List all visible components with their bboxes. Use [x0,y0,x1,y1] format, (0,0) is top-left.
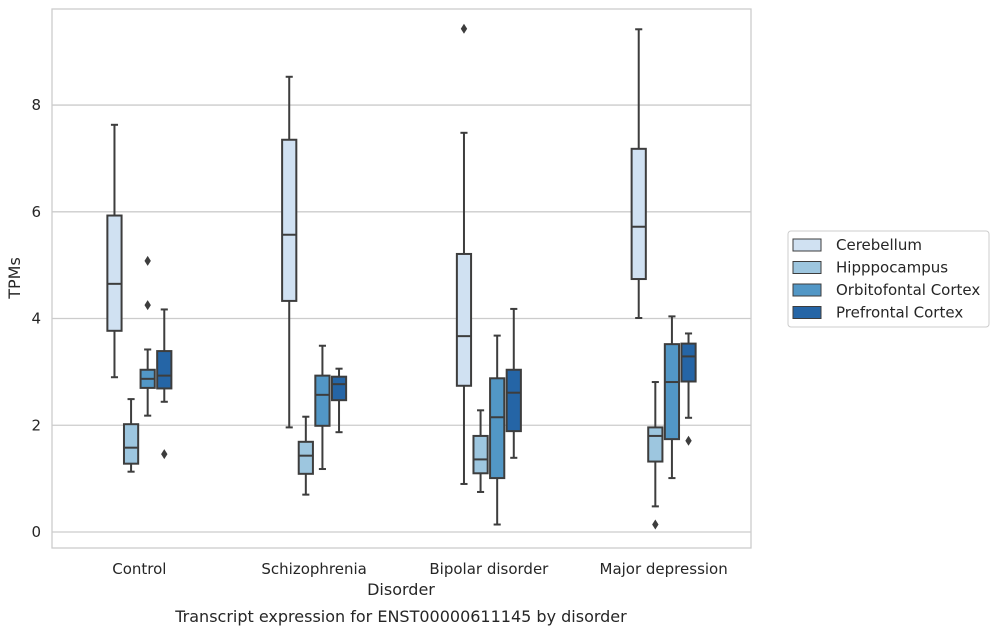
box-prefrontal-cortex [156,308,173,460]
box-body [455,252,473,387]
box-body [330,375,348,402]
box-prefrontal-cortex [680,332,697,446]
outlier-point [144,300,151,311]
x-tick-label: Schizophrenia [261,560,366,578]
box-body [314,374,331,427]
x-axis-label: Disorder [367,580,435,599]
box-prefrontal-cortex [330,367,348,434]
legend-label: Prefrontal Cortex [836,304,963,322]
outlier-point [144,255,151,266]
box-body [106,214,123,332]
box-body [156,350,173,390]
box-hipppocampus [472,409,489,493]
box-body [472,434,489,475]
box-cerebellum [106,123,123,379]
box-hipppocampus [122,398,140,473]
box-prefrontal-cortex [505,307,522,459]
outlier-point [652,519,659,530]
y-tick-label: 2 [31,416,41,434]
chart-caption: Transcript expression for ENST0000061114… [174,607,627,626]
box-hipppocampus [297,415,314,496]
box-hipppocampus [647,381,664,530]
box-body [647,426,664,463]
legend-swatch [792,261,822,274]
x-tick-label: Control [112,560,166,578]
outlier-point [161,449,168,460]
box-cerebellum [455,23,473,485]
legend-frame [787,230,990,328]
box-body [505,368,522,433]
box-orbitofontal-cortex [139,255,156,417]
box-body [281,138,298,302]
legend-swatch [792,283,822,297]
legend: Cerebellum Hipppocampus Orbitofontal Corte… [787,230,990,328]
y-tick-labels: 0 2 4 6 8 [31,96,41,541]
box-body [489,377,506,480]
legend-label: Cerebellum [836,236,922,254]
box-orbitofontal-cortex [314,344,331,471]
grid-lines [52,104,751,533]
x-tick-label: Major depression [600,560,728,578]
y-axis-label: TPMs [5,257,24,300]
box-orbitofontal-cortex [663,315,681,480]
y-tick-label: 6 [31,203,41,221]
outlier-point [685,435,692,446]
box-body [297,440,314,475]
box-orbitofontal-cortex [489,334,506,526]
y-tick-label: 8 [31,96,41,114]
y-tick-label: 4 [31,310,41,328]
box-cerebellum [281,75,298,429]
legend-label: Orbitofontal Cortex [836,281,980,299]
boxes [106,23,697,530]
y-tick-label: 0 [31,523,41,541]
outlier-point [460,23,468,34]
box-cerebellum [630,28,647,319]
x-tick-labels: Control Schizophrenia Bipolar disorder Majo… [112,560,727,578]
box-body [630,147,647,281]
box-body [663,343,681,441]
legend-swatch [792,306,822,319]
box-body [680,342,697,383]
legend-label: Hipppocampus [836,259,948,277]
legend-swatch [792,238,822,252]
box-body [122,423,140,465]
x-tick-label: Bipolar disorder [429,560,549,578]
